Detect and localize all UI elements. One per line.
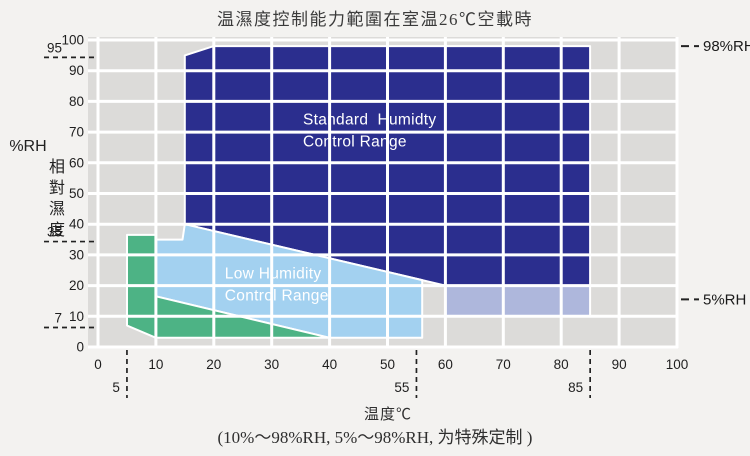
x-tick-label-10: 10	[148, 357, 163, 372]
y-tick-label-50: 50	[69, 186, 84, 201]
y-tick-label-80: 80	[69, 94, 84, 109]
low-humidity-control-range-label: Low Humidity Control Range	[225, 266, 329, 305]
y-tick-label-30: 30	[69, 247, 84, 262]
x-tick-label-80: 80	[554, 357, 569, 372]
x-tick-label-90: 90	[612, 357, 627, 372]
y-tick-label-20: 20	[69, 278, 84, 293]
region-special-5rh-band	[444, 284, 592, 318]
y-tick-label-10: 10	[69, 309, 84, 324]
x-tick-label-0: 0	[94, 357, 102, 372]
y-axis-name: 相對濕度	[46, 158, 63, 242]
y-special-label-7: 7	[54, 311, 62, 326]
standard-humidity-control-range-label: Standard Humidty Control Range	[303, 112, 436, 151]
y-axis-unit-label: %RH	[9, 138, 47, 155]
y-special-label-35: 35	[47, 225, 62, 240]
x-axis-title: 温度℃	[363, 407, 412, 423]
x-tick-label-30: 30	[264, 357, 279, 372]
footnote: (10%～98%RH, 5%～98%RH, 为特殊定制 )	[217, 428, 533, 447]
x-tick-label-20: 20	[206, 357, 221, 372]
y-tick-label-40: 40	[69, 217, 84, 232]
low-humidity-control-range-label-line-1: Low Humidity	[225, 266, 322, 283]
standard-humidity-control-range-label-line-2: Control Range	[303, 134, 407, 151]
x-special-label-5: 5	[112, 380, 120, 395]
x-special-label-55: 55	[394, 380, 409, 395]
x-tick-label-50: 50	[380, 357, 395, 372]
y-tick-label-60: 60	[69, 155, 84, 170]
y-tick-label-70: 70	[69, 125, 84, 140]
x-tick-label-40: 40	[322, 357, 337, 372]
y-tick-label-0: 0	[76, 340, 84, 355]
right-annotation-label-5rh: 5%RH	[703, 291, 746, 308]
x-tick-label-70: 70	[496, 357, 511, 372]
y-special-label-95: 95	[47, 40, 62, 55]
chart-title: 温濕度控制能力範圍在室温26℃空載時	[217, 10, 533, 29]
y-tick-label-100: 100	[61, 33, 84, 48]
standard-humidity-control-range-label-line-1: Standard Humidty	[303, 112, 436, 129]
y-tick-label-90: 90	[69, 63, 84, 78]
low-humidity-control-range-label-line-2: Control Range	[225, 288, 329, 305]
x-tick-label-100: 100	[666, 357, 689, 372]
x-special-label-85: 85	[568, 380, 583, 395]
x-tick-label-60: 60	[438, 357, 453, 372]
right-annotation-label-98rh: 98%RH	[703, 38, 750, 55]
